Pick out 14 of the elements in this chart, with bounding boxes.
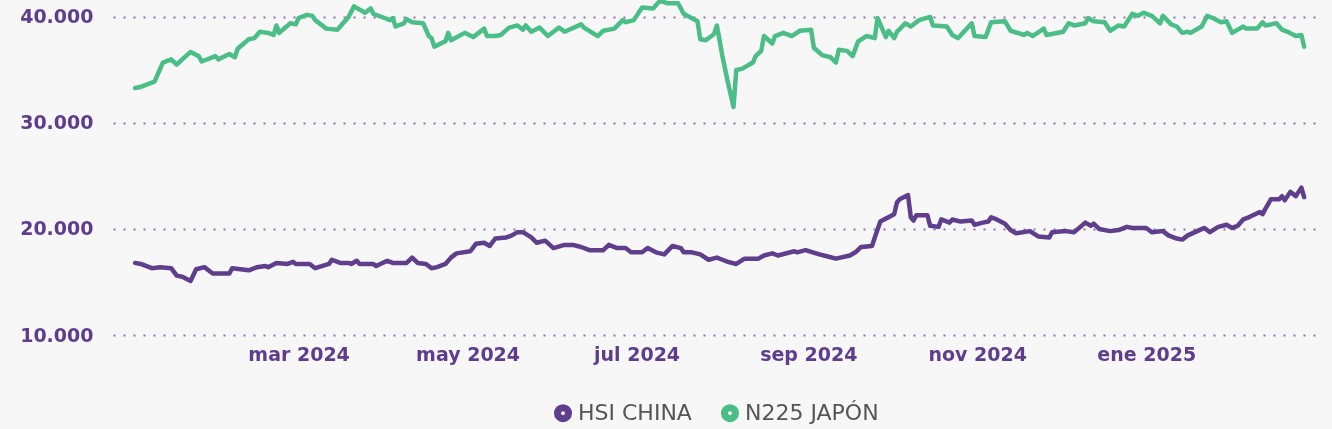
y-tick-label: 30.000	[20, 111, 94, 134]
y-tick-label: 20.000	[20, 217, 94, 240]
x-tick-label: may 2024	[416, 342, 521, 365]
x-tick-label: jul 2024	[593, 342, 681, 365]
y-tick-label: 40.000	[20, 5, 94, 28]
legend-label: N225 JAPÓN	[745, 400, 879, 426]
x-tick-label: ene 2025	[1097, 342, 1197, 365]
x-tick-label: mar 2024	[248, 342, 350, 365]
legend-label: HSI CHINA	[578, 400, 692, 426]
x-tick-label: nov 2024	[928, 342, 1028, 365]
x-tick-label: sep 2024	[760, 342, 858, 365]
y-tick-label: 10.000	[20, 323, 94, 346]
line-series	[132, 0, 1307, 110]
line-series	[132, 185, 1307, 284]
